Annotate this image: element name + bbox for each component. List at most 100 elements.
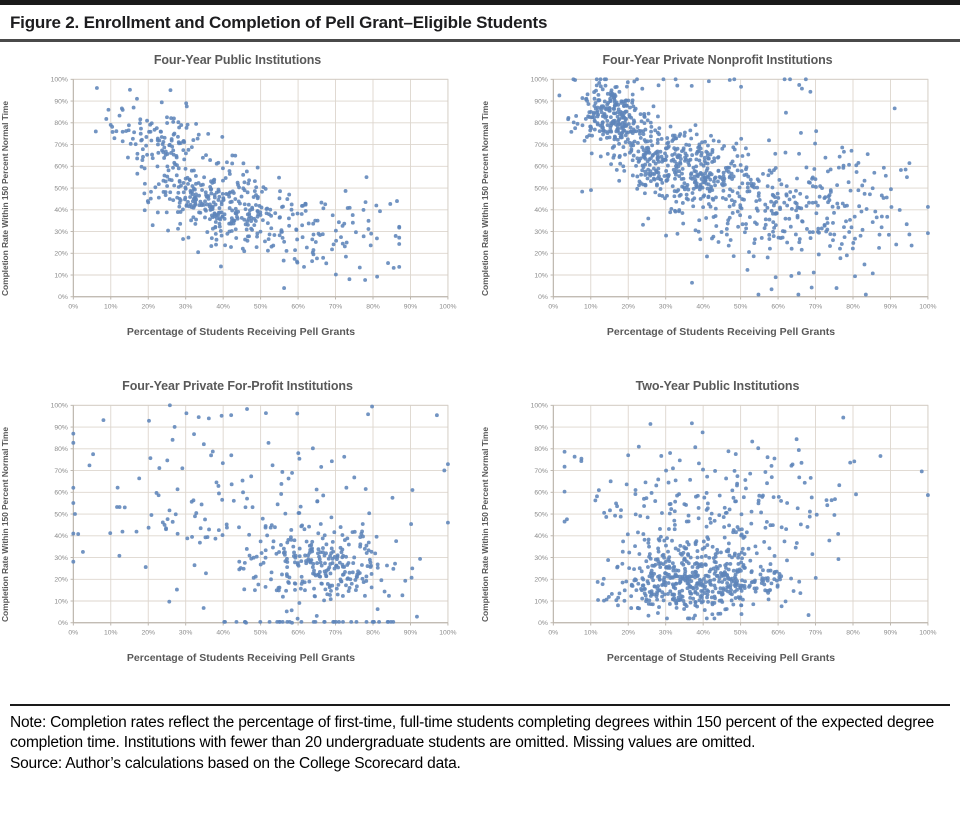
title-underline: [0, 39, 960, 42]
svg-text:20%: 20%: [621, 304, 635, 311]
chart-title: Four-Year Public Institutions: [153, 53, 322, 67]
svg-text:60%: 60%: [534, 490, 548, 497]
x-axis-label: Percentage of Students Receiving Pell Gr…: [126, 326, 356, 338]
svg-text:80%: 80%: [846, 630, 860, 637]
svg-text:60%: 60%: [771, 630, 785, 637]
chart-grid: Four-Year Public Institutions Completion…: [0, 42, 960, 698]
svg-text:60%: 60%: [54, 490, 68, 497]
svg-text:40%: 40%: [696, 630, 710, 637]
figure-header: Figure 2. Enrollment and Completion of P…: [0, 0, 960, 42]
svg-text:20%: 20%: [141, 304, 155, 311]
svg-text:0%: 0%: [68, 630, 78, 637]
svg-text:10%: 10%: [534, 272, 548, 279]
svg-text:90%: 90%: [54, 424, 68, 431]
scatter-plot: 0%0% 10% 10% 20% 20% 30% 30% 40% 40% 50% 50% 60% 60%…: [531, 403, 937, 637]
svg-text:30%: 30%: [179, 304, 193, 311]
svg-text:50%: 50%: [534, 185, 548, 192]
svg-text:100%: 100%: [919, 630, 936, 637]
svg-text:90%: 90%: [404, 630, 418, 637]
svg-text:10%: 10%: [104, 630, 118, 637]
svg-text:70%: 70%: [809, 304, 823, 311]
svg-text:90%: 90%: [534, 424, 548, 431]
svg-text:40%: 40%: [216, 630, 230, 637]
svg-text:80%: 80%: [534, 120, 548, 127]
svg-text:30%: 30%: [534, 229, 548, 236]
svg-text:100%: 100%: [51, 77, 68, 84]
svg-text:60%: 60%: [534, 164, 548, 171]
svg-text:100%: 100%: [919, 304, 936, 311]
svg-text:0%: 0%: [538, 294, 548, 301]
svg-text:20%: 20%: [534, 577, 548, 584]
svg-text:30%: 30%: [54, 229, 68, 236]
x-axis-label: Percentage of Students Receiving Pell Gr…: [606, 652, 836, 664]
svg-text:80%: 80%: [54, 446, 68, 453]
figure-title: Figure 2. Enrollment and Completion of P…: [10, 13, 548, 32]
svg-text:10%: 10%: [104, 304, 118, 311]
svg-text:30%: 30%: [659, 304, 673, 311]
svg-text:80%: 80%: [366, 630, 380, 637]
svg-text:40%: 40%: [54, 207, 68, 214]
svg-text:100%: 100%: [439, 304, 456, 311]
figure-footer: Note: Completion rates reflect the perce…: [10, 704, 950, 774]
svg-text:70%: 70%: [809, 630, 823, 637]
svg-text:100%: 100%: [439, 630, 456, 637]
svg-text:50%: 50%: [734, 630, 748, 637]
svg-text:40%: 40%: [534, 533, 548, 540]
svg-text:20%: 20%: [621, 630, 635, 637]
chart-title: Four-Year Private Nonprofit Institutions: [602, 53, 833, 67]
svg-text:80%: 80%: [846, 304, 860, 311]
svg-text:80%: 80%: [366, 304, 380, 311]
svg-text:90%: 90%: [534, 98, 548, 105]
svg-text:100%: 100%: [531, 403, 548, 410]
svg-text:10%: 10%: [584, 630, 598, 637]
svg-text:30%: 30%: [179, 630, 193, 637]
svg-text:30%: 30%: [534, 555, 548, 562]
scatter-plot: 0%0% 10% 10% 20% 20% 30% 30% 40% 40% 50% 50% 60% 60%…: [51, 77, 457, 311]
svg-text:40%: 40%: [696, 304, 710, 311]
scatter-plot: 0%0% 10% 10% 20% 20% 30% 30% 40% 40% 50% 50% 60% 60%…: [51, 403, 457, 637]
svg-text:100%: 100%: [51, 403, 68, 410]
chart-panel-two-year-public: Two-Year Public Institutions Completion …: [480, 372, 960, 698]
svg-text:70%: 70%: [534, 468, 548, 475]
svg-text:40%: 40%: [54, 533, 68, 540]
chart-title: Four-Year Private For-Profit Institution…: [122, 379, 353, 393]
chart-title: Two-Year Public Institutions: [635, 379, 800, 393]
svg-text:0%: 0%: [548, 304, 558, 311]
svg-text:50%: 50%: [54, 185, 68, 192]
svg-text:0%: 0%: [58, 620, 68, 627]
svg-text:30%: 30%: [54, 555, 68, 562]
svg-text:50%: 50%: [54, 511, 68, 518]
svg-text:10%: 10%: [54, 272, 68, 279]
chart-panel-four-year-private-nonprofit: Four-Year Private Nonprofit Institutions…: [480, 46, 960, 372]
svg-text:100%: 100%: [531, 77, 548, 84]
svg-text:90%: 90%: [404, 304, 418, 311]
svg-text:10%: 10%: [534, 598, 548, 605]
svg-text:40%: 40%: [216, 304, 230, 311]
chart-panel-four-year-private-for-profit: Four-Year Private For-Profit Institution…: [0, 372, 480, 698]
y-axis-label: Completion Rate Within 150 Percent Norma…: [480, 427, 490, 623]
y-axis-label: Completion Rate Within 150 Percent Norma…: [0, 101, 10, 297]
svg-text:50%: 50%: [734, 304, 748, 311]
svg-text:20%: 20%: [54, 577, 68, 584]
svg-text:70%: 70%: [329, 304, 343, 311]
svg-text:80%: 80%: [534, 446, 548, 453]
svg-text:10%: 10%: [584, 304, 598, 311]
x-axis-label: Percentage of Students Receiving Pell Gr…: [606, 326, 836, 338]
x-axis-label: Percentage of Students Receiving Pell Gr…: [126, 652, 356, 664]
svg-text:70%: 70%: [329, 630, 343, 637]
figure-source: Source: Author’s calculations based on t…: [10, 754, 461, 772]
svg-text:90%: 90%: [884, 304, 898, 311]
y-axis-label: Completion Rate Within 150 Percent Norma…: [480, 101, 490, 297]
svg-text:40%: 40%: [534, 207, 548, 214]
svg-text:60%: 60%: [291, 304, 305, 311]
svg-text:20%: 20%: [534, 251, 548, 258]
svg-text:70%: 70%: [54, 142, 68, 149]
svg-text:50%: 50%: [254, 304, 268, 311]
svg-text:30%: 30%: [659, 630, 673, 637]
svg-text:0%: 0%: [58, 294, 68, 301]
svg-text:50%: 50%: [534, 511, 548, 518]
top-rule: [0, 0, 960, 5]
svg-text:80%: 80%: [54, 120, 68, 127]
svg-text:90%: 90%: [54, 98, 68, 105]
svg-text:60%: 60%: [54, 164, 68, 171]
